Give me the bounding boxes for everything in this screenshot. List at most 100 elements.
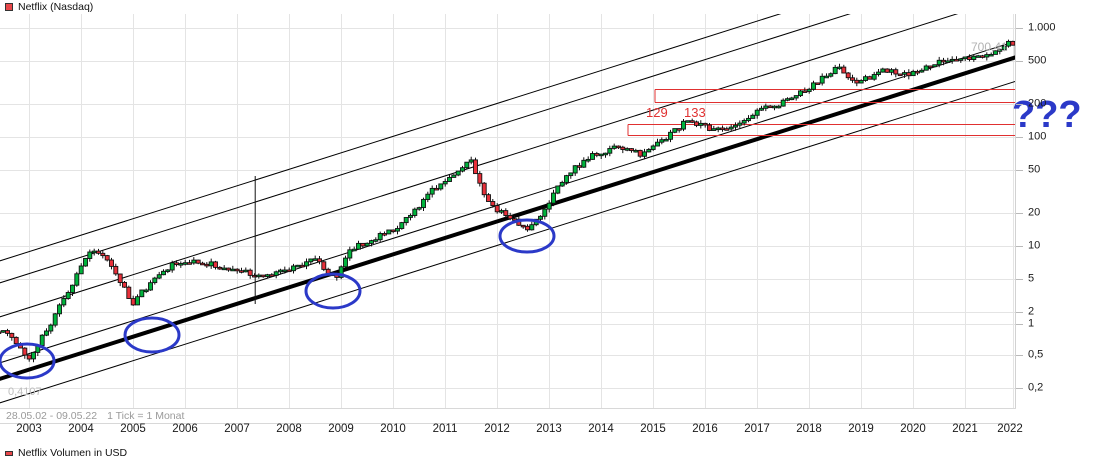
candle-body [70, 284, 75, 293]
candle-body [447, 176, 452, 182]
candle-body [416, 207, 422, 210]
candle-body [421, 198, 426, 209]
candle-body [884, 68, 890, 73]
candle-body [26, 354, 32, 360]
y-axis-label: 200 [1028, 97, 1047, 110]
candle-body [949, 58, 955, 62]
time-axis[interactable]: 2003 2004 2005 2006 2007 2008 2009 2010 … [0, 423, 1023, 442]
candle-body [260, 274, 266, 278]
volume-legend: Netflix Volumen in USD [0, 446, 1116, 460]
candle-body [711, 128, 717, 131]
candle-body [61, 298, 67, 306]
candle-body [897, 73, 903, 77]
candle-body [637, 149, 643, 157]
candle-body [525, 225, 530, 231]
y-axis-label: 2 [1028, 305, 1035, 318]
candle-body [74, 273, 80, 286]
candle-body [442, 181, 448, 185]
candle-body [299, 264, 305, 268]
y-axis-label: 0,5 [1028, 348, 1044, 361]
candle-body [252, 274, 257, 278]
candle-body [174, 262, 179, 266]
candle-body [737, 122, 743, 126]
candle-body [559, 181, 565, 187]
candle-body [291, 265, 296, 272]
tick-mark-icon [1016, 61, 1023, 62]
candle-body [87, 251, 93, 259]
price-axis[interactable]: 1.000 500 200 100 50 20 10 5 [1016, 14, 1116, 408]
annotation-level-129: 129 [646, 105, 668, 120]
candle-body [702, 122, 708, 126]
candle-body [724, 128, 730, 131]
candle-body [455, 170, 461, 176]
candle-body [698, 122, 704, 126]
chart-plot-area[interactable]: 700,41 0,4107 129 133 [0, 14, 1016, 408]
candle-body [603, 152, 608, 156]
candle-body [161, 270, 166, 276]
candle-body [863, 76, 868, 81]
candle-body [273, 271, 279, 276]
candle-body [763, 105, 769, 109]
candle-body [689, 120, 695, 123]
candle-body [117, 273, 123, 283]
candle-body [234, 268, 240, 272]
price-chart-svg: 700,41 0,4107 129 133 [0, 14, 1015, 408]
candle-body [113, 265, 119, 275]
candle-body [611, 145, 617, 149]
candle-body [629, 148, 634, 152]
candle-body [906, 72, 912, 77]
candle-body [438, 183, 444, 190]
x-axis-tick: 2022 [997, 423, 1023, 435]
candle-body [360, 242, 366, 247]
x-axis-tick: 2008 [276, 423, 302, 435]
candle-body [793, 95, 799, 99]
candle-body [351, 248, 357, 252]
candle-body [382, 233, 387, 236]
candle-body [720, 127, 725, 131]
candle-body [130, 298, 136, 306]
chart-meta-bar: 28.05.02 - 09.05.22 1 Tick = 1 Monat [0, 408, 1016, 424]
candle-body [434, 187, 439, 191]
date-range-label: 28.05.02 - 09.05.22 [6, 409, 98, 422]
candle-body [607, 148, 613, 154]
candle-body [507, 215, 513, 220]
candle-body [308, 258, 314, 263]
annotation-low-price: 0,4107 [8, 386, 42, 398]
annotation-level-133: 133 [684, 105, 706, 120]
candle-body [538, 215, 543, 220]
candle-body [772, 105, 777, 109]
candle-body [91, 250, 97, 254]
candle-body [598, 153, 604, 157]
y-axis-label: 5 [1028, 272, 1035, 285]
candle-body [759, 107, 764, 111]
candle-body [0, 330, 6, 333]
candle-body [169, 262, 175, 271]
candle-body [156, 274, 162, 279]
candle-body [100, 252, 106, 257]
candle-body [44, 330, 49, 336]
candle-body [837, 66, 842, 70]
candle-body [5, 330, 10, 334]
candle-body [694, 121, 699, 126]
candle-body [399, 222, 405, 229]
tick-mark-icon [1016, 104, 1023, 105]
candle-body [499, 210, 504, 213]
candle-body [373, 239, 379, 242]
candle-body [893, 69, 899, 75]
y-axis-tick: 500 [1016, 55, 1116, 66]
candle-body [733, 124, 738, 128]
x-axis-tick: 2015 [640, 423, 666, 435]
candle-body [767, 105, 773, 109]
tick-mark-icon [1016, 324, 1023, 325]
candle-body [1010, 40, 1015, 46]
candle-body [152, 277, 158, 284]
tick-mark-icon [1016, 312, 1023, 313]
candle-body [633, 149, 639, 153]
candle-body [477, 173, 483, 184]
candle-body [256, 274, 262, 278]
candle-body [109, 259, 114, 267]
candle-body [819, 75, 825, 84]
x-axis-tick: 2010 [380, 423, 406, 435]
candle-body [22, 347, 28, 356]
candle-body [785, 98, 790, 101]
